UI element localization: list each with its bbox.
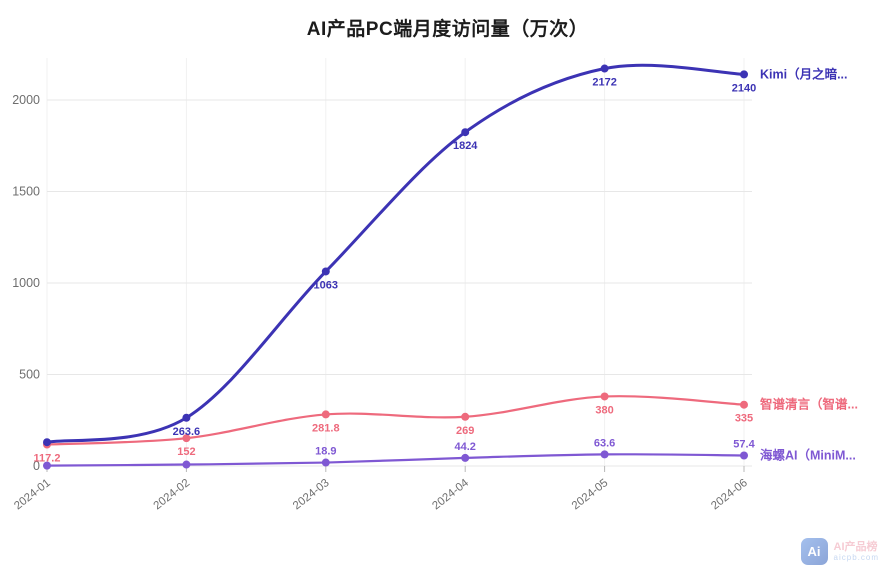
svg-text:117.2: 117.2 bbox=[34, 453, 61, 465]
y-axis-labels: 0 500 1000 1500 2000 bbox=[12, 93, 40, 473]
svg-text:2024-04: 2024-04 bbox=[430, 477, 471, 513]
svg-text:2172: 2172 bbox=[592, 77, 616, 89]
data-point bbox=[461, 453, 470, 462]
svg-text:1824: 1824 bbox=[453, 140, 478, 152]
svg-text:380: 380 bbox=[595, 404, 613, 416]
svg-text:2000: 2000 bbox=[12, 93, 40, 107]
data-point bbox=[600, 392, 609, 401]
data-point bbox=[182, 413, 191, 422]
data-point bbox=[43, 461, 51, 470]
watermark-brand: AI产品榜 bbox=[833, 540, 878, 553]
series-0-labels: 263.6 1063 1824 2172 2140 bbox=[173, 77, 757, 438]
watermark-logo-icon: Ai bbox=[800, 538, 828, 565]
svg-text:263.6: 263.6 bbox=[173, 426, 201, 438]
watermark: Ai AI产品榜 aicpb.com bbox=[800, 538, 879, 565]
svg-text:18.9: 18.9 bbox=[315, 446, 336, 458]
svg-text:63.6: 63.6 bbox=[594, 437, 615, 449]
x-axis-labels: 2024-01 2024-02 2024-03 2024-04 2024-05 2024-… bbox=[12, 466, 750, 512]
data-point bbox=[182, 434, 191, 443]
svg-text:1500: 1500 bbox=[12, 185, 40, 199]
svg-text:1063: 1063 bbox=[314, 279, 338, 291]
watermark-domain: aicpb.com bbox=[833, 553, 879, 563]
svg-text:44.2: 44.2 bbox=[454, 441, 475, 453]
series-2-line bbox=[43, 450, 748, 470]
data-point bbox=[740, 400, 748, 409]
svg-text:2024-05: 2024-05 bbox=[570, 477, 611, 512]
series-1-labels: 117.2 152 281.8 269 380 335 bbox=[34, 404, 754, 464]
series-2-labels: 18.9 44.2 63.6 57.4 bbox=[315, 437, 755, 457]
chart-title: AI产品PC端月度访问量（万次） bbox=[306, 19, 589, 40]
svg-text:2140: 2140 bbox=[732, 82, 756, 94]
series-end-label-2: 海螺AI（MiniM... bbox=[760, 447, 856, 462]
data-point bbox=[740, 451, 748, 460]
svg-text:2024-02: 2024-02 bbox=[152, 477, 193, 512]
data-point bbox=[182, 460, 191, 469]
svg-text:269: 269 bbox=[456, 425, 474, 437]
data-point bbox=[321, 410, 330, 419]
svg-text:2024-03: 2024-03 bbox=[291, 477, 332, 512]
grid bbox=[46, 58, 752, 467]
svg-text:500: 500 bbox=[19, 368, 40, 382]
svg-text:57.4: 57.4 bbox=[733, 438, 755, 450]
svg-text:152: 152 bbox=[177, 446, 195, 458]
data-point bbox=[461, 128, 470, 137]
svg-text:1000: 1000 bbox=[12, 276, 40, 290]
data-point bbox=[321, 267, 330, 276]
series-0-line bbox=[43, 63, 748, 447]
data-point bbox=[43, 438, 51, 447]
svg-text:0: 0 bbox=[33, 459, 40, 473]
svg-text:281.8: 281.8 bbox=[312, 422, 340, 434]
svg-text:2024-01: 2024-01 bbox=[12, 477, 53, 512]
svg-text:335: 335 bbox=[735, 413, 753, 425]
series-end-label-1: 智谱清言（智谱... bbox=[759, 397, 858, 412]
svg-text:2024-06: 2024-06 bbox=[709, 477, 750, 512]
data-point bbox=[461, 412, 470, 421]
data-point bbox=[321, 458, 330, 467]
series-1-line bbox=[43, 392, 748, 449]
series-end-label-0: Kimi（月之暗... bbox=[760, 66, 848, 81]
data-point bbox=[600, 450, 609, 459]
data-point bbox=[600, 64, 609, 73]
data-point bbox=[740, 70, 748, 79]
